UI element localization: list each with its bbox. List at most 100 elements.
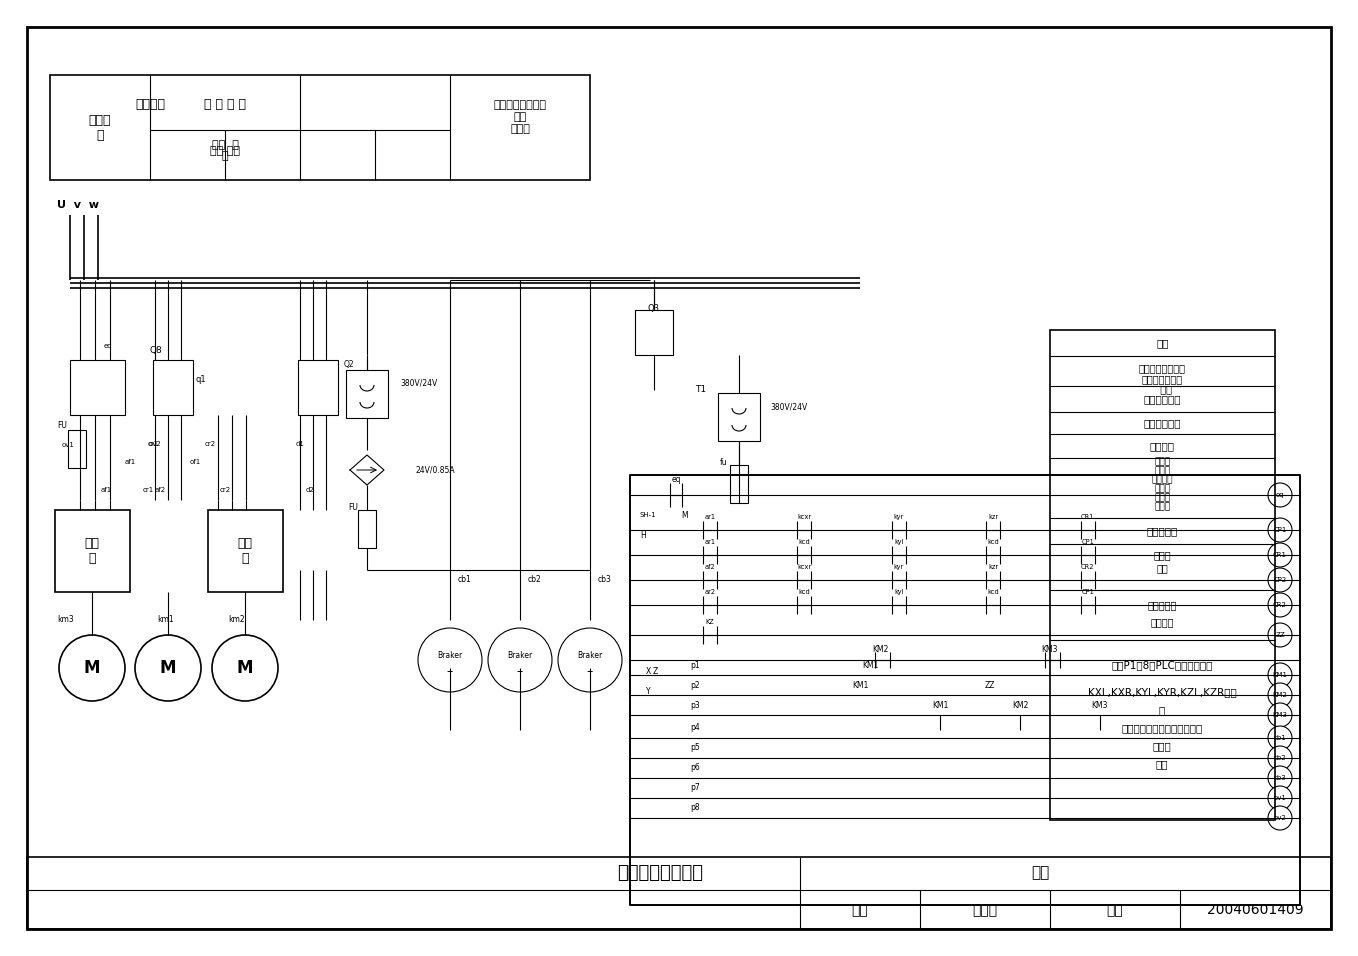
Circle shape [1268, 518, 1291, 542]
Text: cb1: cb1 [458, 576, 471, 584]
Text: ov2: ov2 [148, 441, 162, 447]
Text: ZZ: ZZ [985, 681, 995, 689]
Text: ov2: ov2 [1274, 815, 1286, 821]
Text: 货叉，行走电机正: 货叉，行走电机正 [1139, 363, 1186, 373]
Text: 开关: 开关 [1031, 865, 1050, 880]
Text: KM1: KM1 [1272, 672, 1287, 678]
Text: 正转  反
转: 正转 反 转 [212, 140, 239, 162]
Text: CR1: CR1 [1272, 552, 1287, 558]
Text: p7: p7 [690, 784, 699, 793]
Text: KM3: KM3 [1042, 645, 1058, 655]
Text: p4: p4 [690, 724, 699, 732]
Bar [153, 360, 193, 415]
Text: 货叉自: 货叉自 [1154, 467, 1171, 475]
Text: cr1: cr1 [143, 487, 153, 493]
Bar [718, 393, 760, 441]
Text: 货叉伸缩、堆垛机升降及行走: 货叉伸缩、堆垛机升降及行走 [1122, 723, 1203, 733]
Circle shape [488, 628, 551, 692]
Text: 20040601409: 20040601409 [1207, 903, 1304, 917]
Circle shape [1268, 543, 1291, 567]
Bar [630, 475, 1300, 905]
Text: CR2: CR2 [1272, 602, 1287, 608]
Text: Braker: Braker [508, 650, 532, 660]
Text: q1: q1 [196, 376, 206, 384]
Text: 自控: 自控 [1157, 563, 1168, 573]
Text: oq: oq [1275, 492, 1285, 498]
Text: M: M [84, 659, 100, 677]
Circle shape [1268, 568, 1291, 592]
Circle shape [558, 628, 622, 692]
Circle shape [1268, 623, 1291, 647]
Text: kyr: kyr [894, 514, 904, 520]
Text: KM2: KM2 [872, 645, 888, 655]
Text: 其中P1～8为PLC输出控制信号: 其中P1～8为PLC输出控制信号 [1111, 660, 1213, 670]
Text: af2: af2 [705, 564, 716, 570]
Text: 升降手控: 升降手控 [1152, 475, 1173, 485]
Text: fu: fu [720, 458, 728, 467]
Circle shape [1268, 663, 1291, 687]
Text: ov1: ov1 [1274, 795, 1286, 801]
Text: KM2: KM2 [1012, 701, 1028, 709]
Text: KM1: KM1 [932, 701, 948, 709]
Bar [359, 510, 376, 548]
Text: ov1: ov1 [61, 442, 75, 448]
Text: kyl: kyl [894, 539, 903, 545]
Text: 升降电机正转: 升降电机正转 [1143, 394, 1181, 404]
Text: 24V/0.85A: 24V/0.85A [416, 466, 455, 474]
Text: CR2: CR2 [1081, 564, 1095, 570]
Text: eq: eq [671, 474, 680, 484]
Text: 堆垛机电气原理图: 堆垛机电气原理图 [617, 864, 703, 882]
Circle shape [1268, 726, 1291, 750]
Bar [56, 510, 130, 592]
Text: kcd: kcd [987, 589, 999, 595]
Text: T1: T1 [695, 385, 706, 395]
Text: ar1: ar1 [705, 514, 716, 520]
Text: 正转 反转: 正转 反转 [210, 145, 240, 156]
Text: 变频
器: 变频 器 [238, 537, 253, 565]
Text: cb2: cb2 [528, 576, 542, 584]
Bar [208, 510, 282, 592]
Text: CP2: CP2 [1274, 577, 1286, 583]
Text: CP1: CP1 [1081, 539, 1095, 545]
Circle shape [1268, 786, 1291, 810]
Text: H: H [640, 531, 646, 539]
Text: p8: p8 [690, 803, 699, 813]
Text: FU: FU [57, 422, 67, 430]
Text: 货叉手: 货叉手 [1154, 458, 1171, 467]
Text: Braker: Braker [437, 650, 463, 660]
Text: ar2: ar2 [705, 589, 716, 595]
Text: KM3: KM3 [1272, 712, 1287, 718]
Text: 中位联锁: 中位联锁 [1150, 441, 1175, 451]
Text: p3: p3 [690, 701, 699, 709]
Circle shape [212, 635, 278, 701]
Text: U  v  w: U v w [57, 200, 99, 210]
Text: CP1: CP1 [1274, 527, 1286, 533]
Text: 变频
器: 变频 器 [84, 537, 99, 565]
Text: –: – [587, 665, 593, 679]
Text: Y: Y [645, 687, 650, 697]
Text: –: – [447, 665, 454, 679]
Text: 变频器电源: 变频器电源 [1148, 600, 1177, 610]
Text: cr2: cr2 [220, 487, 231, 493]
Text: kcxr: kcxr [797, 564, 812, 570]
Text: KM2: KM2 [1272, 692, 1287, 698]
Text: 电磁阀手控: 电磁阀手控 [1148, 526, 1179, 536]
Text: 的极限: 的极限 [1153, 741, 1172, 751]
Text: M: M [682, 511, 689, 519]
Text: d2: d2 [306, 487, 314, 493]
Text: X: X [645, 667, 650, 677]
Text: Q3: Q3 [648, 303, 660, 313]
Circle shape [1268, 703, 1291, 727]
Text: CP1: CP1 [1081, 589, 1095, 595]
Text: 升 降 电 机: 升 降 电 机 [204, 98, 246, 111]
Text: cb2: cb2 [1274, 755, 1286, 761]
Text: cr2: cr2 [205, 441, 216, 447]
Circle shape [418, 628, 482, 692]
Circle shape [1268, 746, 1291, 770]
Text: 升降电机反转: 升降电机反转 [1143, 418, 1181, 428]
Text: km3: km3 [57, 616, 73, 624]
Text: cb1: cb1 [1274, 735, 1286, 741]
Text: af2: af2 [155, 487, 166, 493]
Text: kzr: kzr [989, 564, 998, 570]
Text: 电磁阀: 电磁阀 [1154, 550, 1172, 560]
